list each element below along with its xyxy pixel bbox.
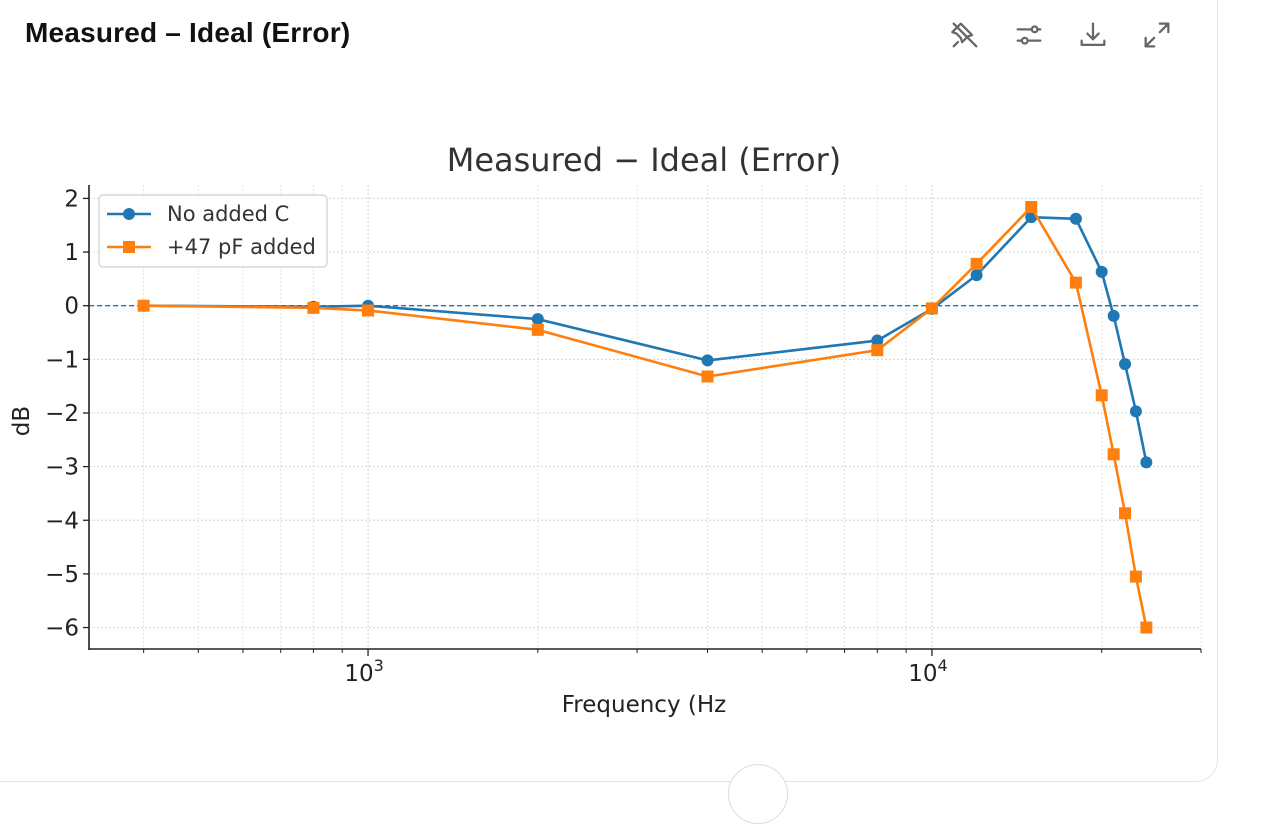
unpin-button[interactable] <box>945 15 985 55</box>
y-tick-label: 2 <box>64 186 79 212</box>
data-point-series-1 <box>1069 212 1082 225</box>
expand-button[interactable] <box>1137 15 1177 55</box>
chart-title: Measured − Ideal (Error) <box>447 141 842 179</box>
legend: No added C +47 pF added <box>98 194 328 268</box>
card-title: Measured – Ideal (Error) <box>25 17 351 48</box>
download-icon <box>1080 22 1106 47</box>
x-axis-label: Frequency (Hz <box>562 692 726 718</box>
data-point-series-2 <box>871 344 884 357</box>
data-point-series-2 <box>1025 200 1038 213</box>
data-point-series-2 <box>970 257 983 270</box>
y-axis-label: dB <box>9 406 35 436</box>
y-tick-label: −4 <box>45 508 79 534</box>
data-point-series-1 <box>1119 358 1132 371</box>
expand-icon <box>1144 22 1170 48</box>
x-tick-label: 103 <box>344 656 383 687</box>
legend-label: +47 pF added <box>167 235 316 259</box>
y-tick-label: −1 <box>45 347 79 373</box>
data-point-series-1 <box>970 269 983 282</box>
data-point-series-1 <box>531 313 544 326</box>
y-tick-label: −5 <box>45 562 79 588</box>
data-point-series-2 <box>1107 448 1120 461</box>
y-tick-label: 1 <box>64 240 79 266</box>
data-point-series-1 <box>1129 405 1142 418</box>
legend-label: No added C <box>167 202 289 226</box>
data-point-series-2 <box>701 370 714 383</box>
download-button[interactable] <box>1073 15 1113 55</box>
data-point-series-2 <box>925 302 938 315</box>
data-point-series-2 <box>1119 507 1132 520</box>
data-point-series-2 <box>1069 276 1082 289</box>
legend-marker <box>123 208 135 220</box>
data-point-series-1 <box>1140 456 1153 469</box>
data-point-series-2 <box>137 299 150 312</box>
chart-area: 2 1 0 −1 −2 −3 −4 −5 −6 103 104 Measured − Ideal (… <box>0 119 1219 759</box>
y-tick-label: 0 <box>64 294 79 320</box>
y-tick-label: −3 <box>45 455 79 481</box>
series <box>137 200 1153 634</box>
axes: 2 1 0 −1 −2 −3 −4 −5 −6 103 104 <box>45 185 1202 687</box>
legend-box <box>98 194 328 268</box>
sliders-icon <box>1016 25 1042 45</box>
y-tick-label: −2 <box>45 401 79 427</box>
legend-marker <box>123 241 135 253</box>
scroll-handle[interactable] <box>728 764 788 824</box>
data-point-series-2 <box>531 323 544 336</box>
data-point-series-1 <box>1107 309 1120 322</box>
data-point-series-2 <box>1129 570 1142 583</box>
data-point-series-1 <box>871 334 884 347</box>
settings-button[interactable] <box>1009 15 1049 55</box>
data-point-series-2 <box>362 304 375 317</box>
data-point-series-1 <box>701 354 714 367</box>
data-point-series-2 <box>1095 389 1108 402</box>
pin-off-icon <box>951 22 978 48</box>
chart-card: Measured – Ideal (Error) <box>0 0 1218 782</box>
x-tick-label: 104 <box>908 656 947 687</box>
data-point-series-1 <box>1095 265 1108 278</box>
error-chart: 2 1 0 −1 −2 −3 −4 −5 −6 103 104 Measured − Ideal (… <box>9 141 1202 718</box>
series-line-2 <box>143 205 1148 628</box>
data-point-series-2 <box>1140 621 1153 634</box>
y-tick-label: −6 <box>45 616 79 642</box>
data-point-series-2 <box>307 301 320 314</box>
card-toolbar <box>945 15 1177 55</box>
